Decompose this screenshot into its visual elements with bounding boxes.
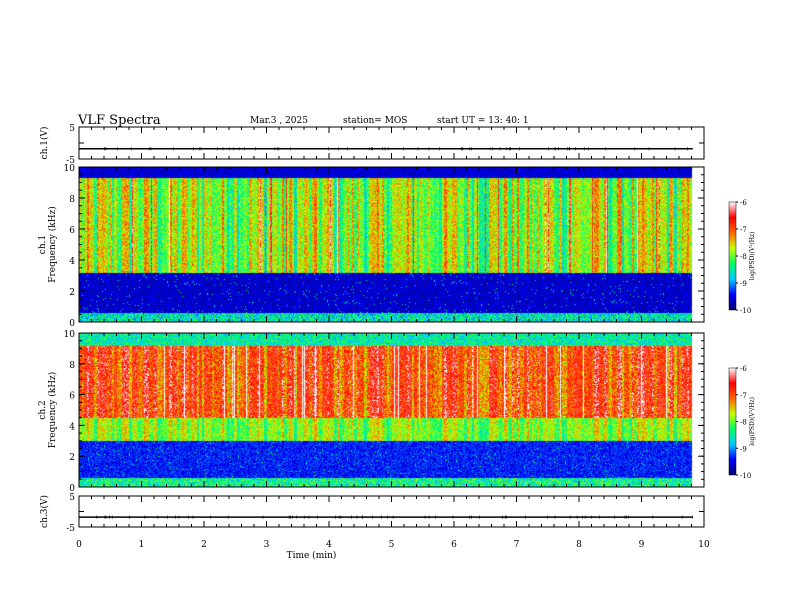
y-tick-label: 0 (69, 484, 75, 494)
y-tick-label: 2 (69, 453, 75, 463)
colorbar-tick-label: -10 (740, 307, 751, 315)
y-axis-label: ch.3(V) (39, 495, 50, 528)
y-axis-label: Frequency (kHz) (47, 206, 58, 283)
chart-title: VLF Spectra (78, 113, 161, 128)
colorbar-tick-label: -9 (740, 280, 747, 288)
y-axis-label: ch.1(V) (39, 127, 50, 160)
x-tick-label: 6 (451, 540, 457, 550)
x-tick-label: 8 (576, 540, 582, 550)
colorbar-tick-label: -6 (740, 365, 747, 373)
colorbar-tick-label: -10 (740, 472, 751, 480)
colorbar-tick-label: -7 (740, 392, 747, 400)
x-tick-label: 2 (201, 540, 207, 550)
x-tick-label: 7 (514, 540, 520, 550)
colorbar-tick-label: -6 (740, 199, 747, 207)
station-label: station= MOS (343, 116, 408, 126)
y-tick-label: 8 (69, 195, 75, 205)
colorbar (728, 367, 737, 476)
y-tick-label: 10 (64, 164, 76, 174)
colorbar-tick-label: -8 (740, 419, 747, 427)
x-tick-label: 3 (264, 540, 270, 550)
date-label: Mar.3 , 2025 (250, 116, 308, 126)
colorbar (728, 201, 737, 311)
y-tick-label: 4 (69, 257, 75, 267)
y-axis-label: ch.1 (38, 235, 48, 254)
y-tick-label: 6 (69, 226, 75, 236)
y-axis-label: Frequency (kHz) (47, 372, 58, 449)
x-tick-label: 4 (326, 540, 332, 550)
y-tick-label: 5 (69, 124, 75, 134)
colorbar-tick-label: -8 (740, 253, 747, 261)
y-tick-label: 0 (69, 319, 75, 329)
y-axis-label: ch.2 (38, 400, 48, 419)
y-tick-label: -5 (66, 524, 75, 534)
y-tick-label: 5 (69, 493, 75, 503)
x-tick-label: 9 (639, 540, 645, 550)
y-tick-label: 6 (69, 392, 75, 402)
y-tick-label: 8 (69, 361, 75, 371)
y-tick-label: 10 (64, 330, 76, 340)
y-tick-label: 4 (69, 422, 75, 432)
colorbar-label: log(PSD)(V²/Hz) (749, 232, 756, 281)
x-tick-label: 0 (76, 540, 82, 550)
y-tick-label: -5 (66, 156, 75, 166)
colorbar-tick-label: -7 (740, 226, 747, 234)
x-tick-label: 10 (698, 540, 710, 550)
x-axis-label: Time (min) (287, 550, 337, 561)
spectrogram-image (79, 167, 704, 322)
y-tick-label: 2 (69, 288, 75, 298)
start-ut-label: start UT = 13: 40: 1 (437, 116, 529, 126)
colorbar-label: log(PSD)(V²/Hz) (749, 397, 756, 446)
x-tick-label: 1 (139, 540, 145, 550)
colorbar-tick-label: -9 (740, 445, 747, 453)
x-tick-label: 5 (389, 540, 395, 550)
spectrogram-image (79, 333, 704, 487)
